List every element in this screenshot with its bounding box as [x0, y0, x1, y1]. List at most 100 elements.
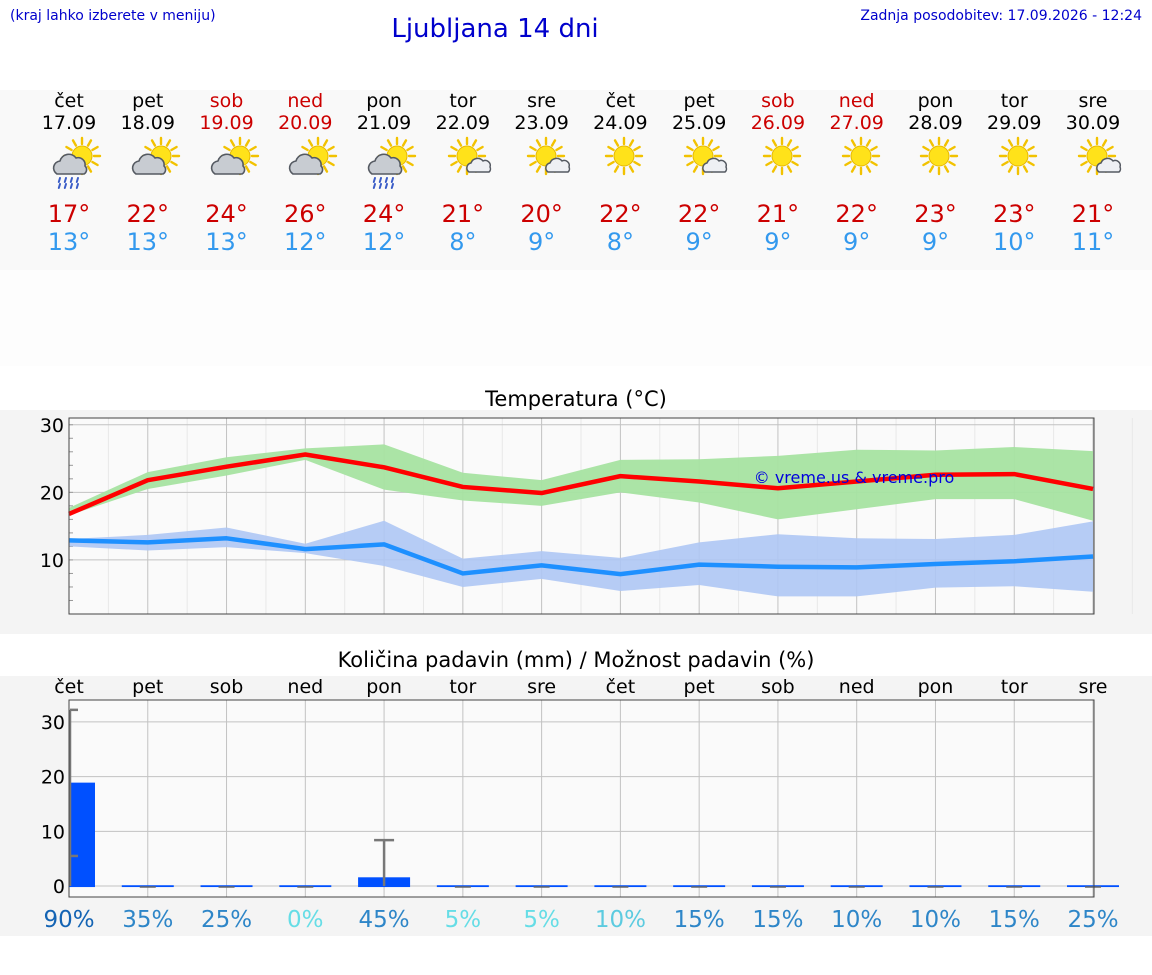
precipitation-bar	[515, 885, 568, 888]
sun-ray	[450, 145, 458, 152]
day-date: 21.09	[356, 112, 412, 134]
sun-ray	[550, 139, 556, 147]
min-temperature: 13°	[126, 228, 170, 256]
cloud-body	[289, 153, 324, 175]
y-tick-label: 10	[40, 550, 64, 572]
day-name: čet	[54, 90, 84, 112]
x-category-label: tor	[449, 676, 476, 698]
sun-cloud-rain-icon	[52, 136, 102, 189]
precipitation-chart-title: Količina padavin (mm) / Možnost padavin …	[337, 648, 815, 672]
sun-ray	[791, 145, 799, 152]
x-category-label: sre	[1079, 676, 1108, 698]
max-temperature: 24°	[362, 200, 406, 228]
sun-cloud-icon	[289, 136, 338, 176]
day-name: tor	[449, 90, 477, 112]
max-temperature: 17°	[47, 200, 91, 228]
sun-ray	[765, 160, 773, 167]
sun-disc	[771, 145, 793, 167]
sun-ray	[1080, 145, 1088, 152]
day-name: sob	[209, 90, 244, 112]
forecast-row: čet 17.09 17° 13° pet 18.09 22° 13° sob 19.09 24° 1…	[0, 90, 1152, 270]
rain-drop	[63, 177, 67, 183]
rain-drop	[57, 183, 61, 189]
cloud-shape	[465, 157, 492, 173]
sun-ray	[301, 145, 310, 152]
x-category-label: sob	[210, 676, 244, 698]
cloud-body	[1096, 157, 1122, 173]
sun-ray	[686, 160, 694, 167]
sun-ray	[248, 160, 257, 167]
precipitation-probability-label: 25%	[1067, 907, 1118, 933]
sun-ray	[922, 145, 931, 152]
min-temperature: 9°	[921, 228, 950, 256]
sun-ray	[771, 165, 778, 173]
sun-ray	[869, 160, 878, 167]
sun-shape	[999, 136, 1038, 176]
sun-ray	[843, 145, 852, 152]
sun-ray	[865, 139, 871, 147]
sun-ray	[1027, 160, 1036, 167]
min-temperature: 8°	[449, 228, 477, 256]
sun-ray	[765, 145, 773, 152]
sun-ray	[143, 145, 152, 152]
precipitation-probability-label: 5%	[445, 907, 482, 933]
max-temperature: 23°	[992, 200, 1036, 228]
max-temperature: 22°	[599, 200, 642, 228]
sun-disc	[1007, 145, 1029, 167]
sun-ray	[86, 139, 93, 147]
sun-ray	[633, 145, 642, 152]
sun-ray	[229, 139, 235, 147]
sun-ray	[169, 160, 178, 167]
sun-ray	[712, 145, 720, 152]
x-category-label: ned	[287, 676, 323, 698]
rain-drops	[57, 177, 79, 189]
day-name: tor	[1000, 90, 1028, 112]
day-name: pet	[683, 90, 715, 112]
sun-ray	[535, 165, 541, 173]
sun-disc	[613, 145, 635, 167]
sun-ray	[614, 165, 620, 173]
max-temperature: 22°	[126, 200, 170, 228]
max-temperature: 24°	[205, 200, 248, 228]
day-name: sob	[761, 90, 795, 112]
precipitation-probability-label: 25%	[201, 907, 252, 933]
sun-ray	[401, 139, 408, 147]
sun-ray	[327, 145, 336, 152]
max-temperature: 21°	[1071, 200, 1115, 228]
sun-ray	[786, 165, 793, 173]
rain-drop	[63, 183, 67, 189]
sun-ray	[1001, 160, 1010, 167]
y-tick-label: 30	[41, 712, 65, 734]
sun-ray	[91, 160, 99, 167]
sun-ray	[869, 145, 878, 152]
min-temperature: 12°	[362, 228, 406, 256]
precipitation-probability-label: 10%	[595, 907, 646, 933]
x-category-label: sob	[761, 676, 795, 698]
min-temperature: 9°	[843, 228, 871, 256]
sun-ray	[633, 160, 642, 167]
sun-ray	[1106, 145, 1114, 152]
min-temperature-band	[69, 520, 1094, 597]
sun-icon	[999, 136, 1038, 176]
sun-ray	[165, 139, 171, 147]
last-updated: Zadnja posodobitev: 17.09.2026 - 12:24	[860, 8, 1142, 24]
sun-ray	[456, 139, 463, 147]
day-date: 25.09	[671, 112, 727, 134]
precipitation-bar	[830, 885, 883, 888]
plot-frame	[68, 699, 1095, 898]
max-temperature: 26°	[284, 200, 327, 228]
day-date: 18.09	[120, 112, 175, 134]
temperature-chart-title: Temperatura (°C)	[485, 387, 667, 411]
day-name: čet	[605, 90, 636, 112]
sun-ray	[471, 139, 478, 147]
sun-ray	[791, 160, 799, 167]
cloud-shape	[367, 153, 403, 175]
sun-ray	[707, 139, 714, 147]
precipitation-bar	[279, 885, 332, 888]
sun-ray	[323, 139, 329, 147]
cloud-body	[52, 153, 88, 175]
sun-ray	[850, 165, 856, 173]
sun-ray	[607, 160, 616, 167]
sun-ray	[165, 165, 171, 173]
sun-ray	[244, 165, 250, 173]
